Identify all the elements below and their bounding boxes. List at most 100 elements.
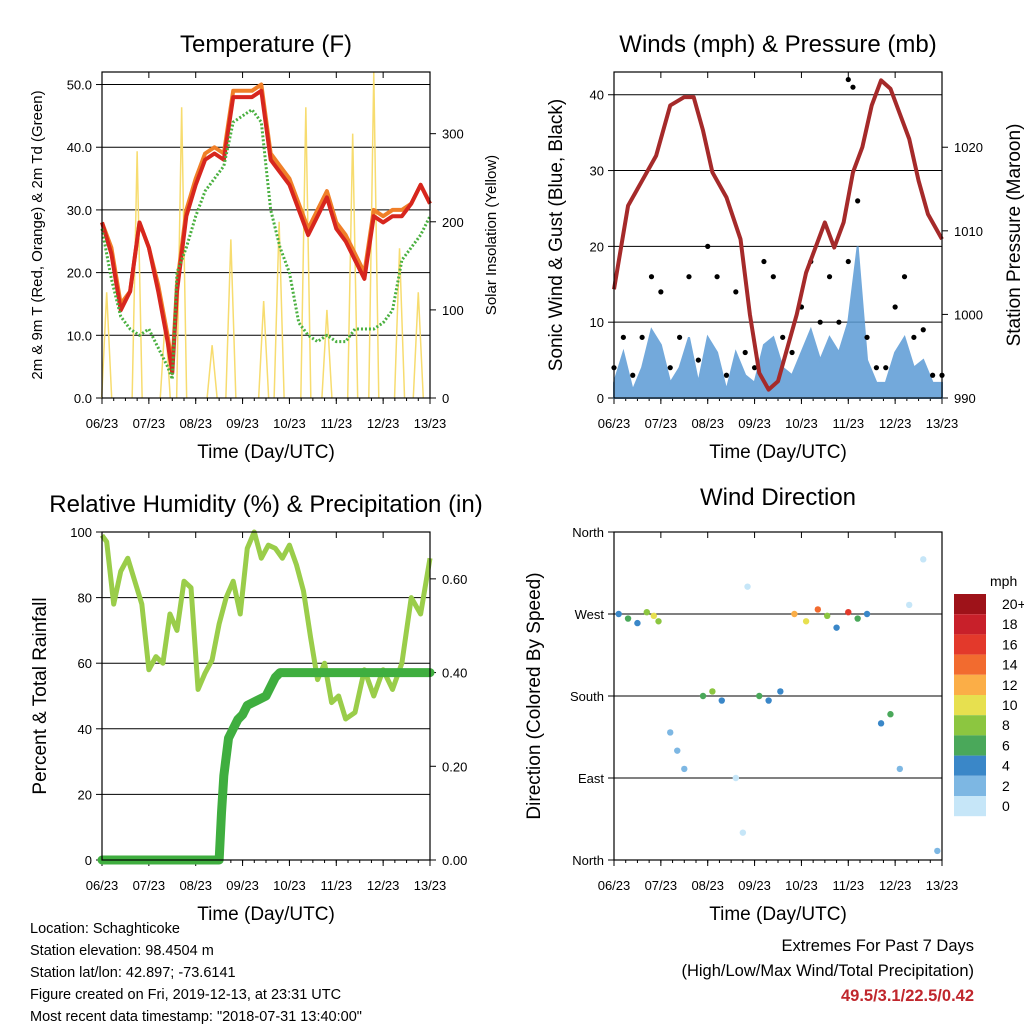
- gust-point: [817, 319, 823, 325]
- gust-point: [892, 304, 898, 310]
- gust-point: [883, 365, 889, 371]
- direction-point: [674, 747, 681, 754]
- gust-point: [630, 372, 636, 378]
- y2-tick-label: 200: [442, 215, 464, 230]
- x-tick-label: 07/23: [133, 878, 166, 893]
- y2-tick-label: 1020: [954, 140, 983, 155]
- y-tick-label: 0: [597, 391, 604, 406]
- y-tick-label: 40: [590, 88, 604, 103]
- x-tick-label: 13/23: [926, 878, 959, 893]
- gust-point: [667, 365, 673, 371]
- gust-point: [648, 274, 655, 280]
- x-tick-label: 11/23: [320, 878, 352, 893]
- direction-point: [824, 612, 831, 620]
- x-tick-label: 10/23: [273, 878, 306, 893]
- y2-axis-label: Station Pressure (Maroon): [1004, 124, 1024, 347]
- y-tick-label: 60: [78, 656, 92, 671]
- temp2m-line: [100, 88, 432, 375]
- plot-frame: [613, 71, 943, 399]
- dewpoint-line: [100, 108, 432, 381]
- direction-point: [718, 697, 725, 704]
- direction-point: [634, 619, 641, 627]
- x-axis-label: Time (Day/UTC): [197, 442, 335, 463]
- direction-point: [739, 829, 747, 836]
- gust-point: [855, 198, 861, 204]
- x-tick-label: 13/23: [414, 878, 447, 893]
- y-tick-label: 0: [85, 853, 92, 868]
- direction-point: [802, 618, 810, 625]
- chart-title: Wind Direction: [700, 484, 856, 511]
- chart-title: Relative Humidity (%) & Precipitation (i…: [49, 491, 482, 518]
- y-tick-label: 20: [590, 239, 604, 254]
- direction-point: [643, 608, 650, 616]
- legend-swatch: [954, 634, 986, 655]
- y-tick-label: 40.0: [67, 140, 92, 155]
- extremes-title: Extremes For Past 7 Days: [781, 937, 974, 955]
- x-tick-label: 08/23: [179, 416, 212, 431]
- direction-point: [934, 847, 941, 855]
- gust-point: [873, 365, 880, 371]
- x-tick-label: 09/23: [738, 878, 771, 893]
- y-tick-label: 40: [78, 722, 92, 737]
- direction-point: [845, 608, 852, 616]
- info-recent: Most recent data timestamp: "2018-07-31 …: [30, 1009, 362, 1025]
- legend-label: 6: [1002, 737, 1010, 753]
- y2-tick-label: 0.60: [442, 572, 467, 587]
- plot-frame: [613, 531, 943, 861]
- direction-point: [887, 711, 894, 718]
- y2-tick-label: 990: [954, 391, 976, 406]
- gust-point: [639, 334, 645, 340]
- x-tick-label: 09/23: [226, 878, 259, 893]
- y2-tick-label: 1010: [954, 224, 983, 239]
- x-tick-label: 12/23: [879, 416, 912, 431]
- station-info: Location: Schaghticoke Station elevation…: [30, 918, 362, 1028]
- gust-point: [864, 334, 870, 340]
- solar-spike: [346, 133, 359, 399]
- y2-tick-label: 0.40: [442, 666, 467, 681]
- solar-spike: [257, 301, 270, 399]
- direction-point: [877, 720, 885, 727]
- direction-point: [777, 688, 784, 695]
- wind-area: [613, 246, 943, 399]
- x-axis-label: Time (Day/UTC): [709, 442, 847, 463]
- direction-point: [765, 697, 772, 704]
- x-tick-label: 06/23: [598, 416, 631, 431]
- x-tick-label: 09/23: [226, 416, 259, 431]
- gust-point: [770, 274, 776, 280]
- direction-point: [681, 765, 688, 773]
- direction-point: [791, 610, 798, 618]
- x-tick-label: 12/23: [367, 416, 400, 431]
- y-tick-label: 30.0: [67, 203, 92, 218]
- y-tick-label: 30: [590, 164, 604, 179]
- legend-label: 14: [1002, 657, 1018, 673]
- gust-point: [751, 365, 758, 371]
- x-tick-label: 08/23: [179, 878, 212, 893]
- y2-tick-label: 0.00: [442, 853, 467, 868]
- gust-point: [845, 258, 851, 265]
- y2-tick-label: 100: [442, 303, 464, 318]
- gust-point: [714, 274, 720, 280]
- y2-tick-label: 0.20: [442, 759, 467, 774]
- direction-point: [699, 692, 707, 700]
- legend-swatch: [954, 654, 986, 675]
- y-tick-label: 20.0: [67, 266, 92, 281]
- info-created: Figure created on Fri, 2019-12-13, at 23…: [30, 987, 342, 1003]
- solar-spike: [225, 239, 237, 399]
- direction-point: [624, 615, 632, 622]
- solar-spike: [273, 221, 285, 399]
- gust-outlier-point: [850, 84, 856, 90]
- y-tick-label: 80: [78, 591, 92, 606]
- legend-title: mph: [990, 573, 1017, 589]
- direction-point: [732, 774, 740, 782]
- chart-title: Temperature (F): [180, 31, 352, 58]
- x-tick-label: 10/23: [785, 878, 818, 893]
- y-axis-label: Sonic Wind & Gust (Blue, Black): [546, 99, 567, 371]
- y2-axis-label: Solar Insolation (Yellow): [483, 155, 500, 315]
- direction-point: [920, 556, 927, 563]
- solar-spike: [393, 248, 406, 399]
- x-tick-label: 08/23: [691, 878, 724, 893]
- x-tick-label: 10/23: [273, 416, 306, 431]
- y-tick-label: 10: [590, 315, 604, 330]
- gust-point: [761, 258, 767, 265]
